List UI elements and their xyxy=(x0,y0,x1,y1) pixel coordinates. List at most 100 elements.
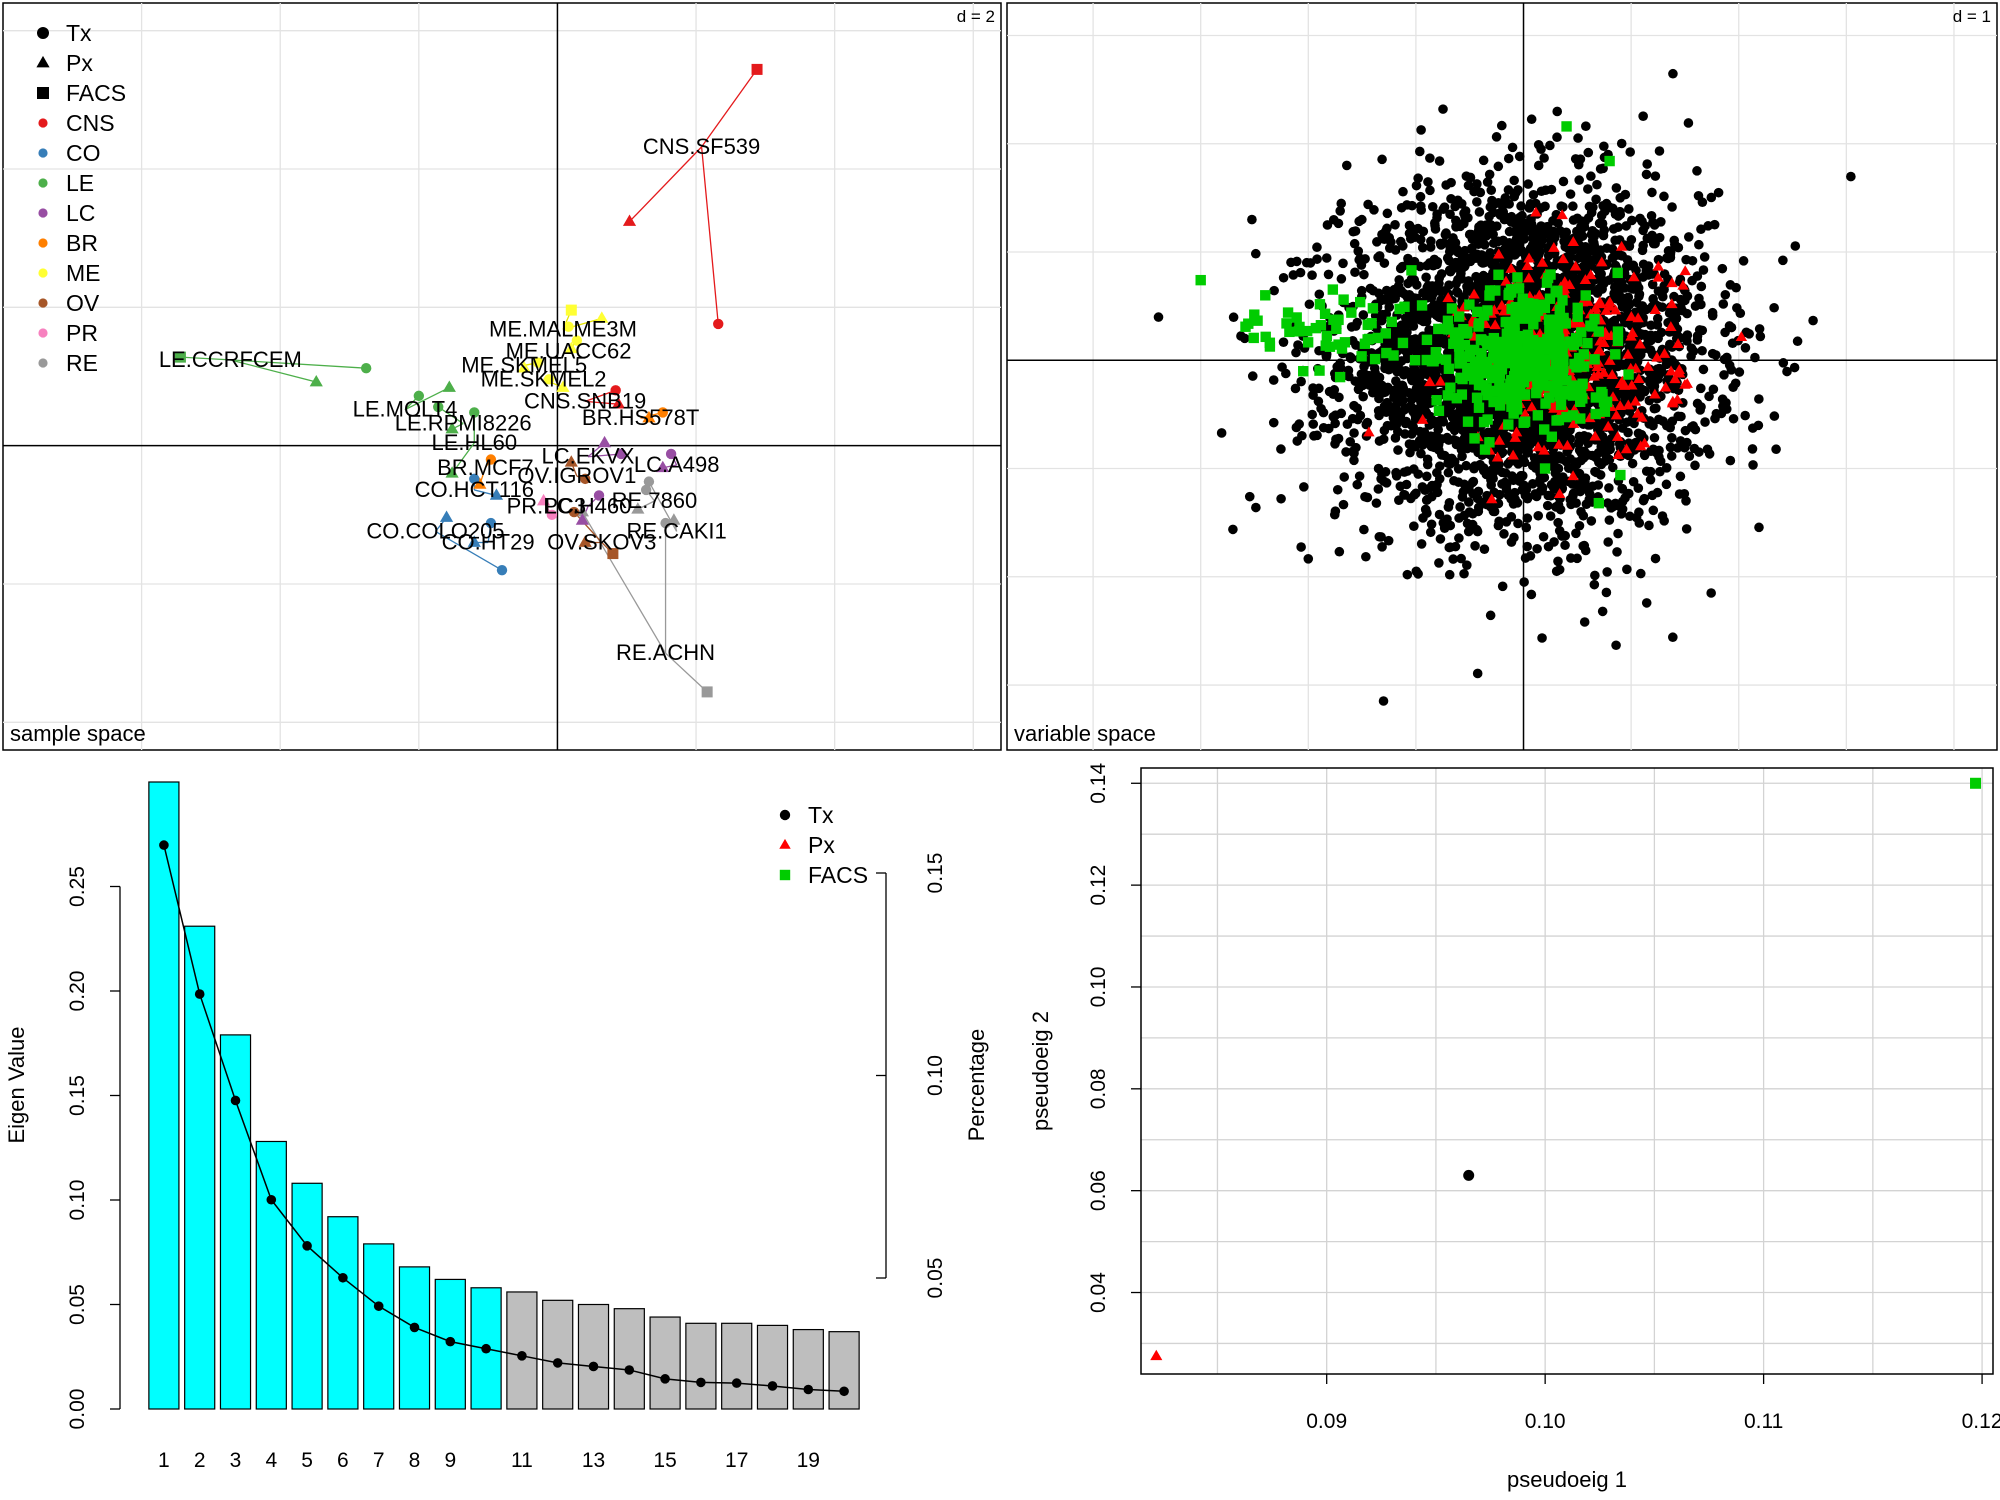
variable-tx-point xyxy=(1573,253,1583,264)
variable-facs-point xyxy=(1551,415,1562,426)
variable-facs-point xyxy=(1333,314,1344,326)
variable-tx-point xyxy=(1485,467,1496,477)
variable-facs-point xyxy=(1451,393,1463,404)
variable-tx-point xyxy=(1653,254,1664,265)
variable-tx-point xyxy=(1587,450,1598,461)
sample-link xyxy=(665,652,708,693)
variable-facs-point xyxy=(1599,406,1611,417)
variable-facs-point xyxy=(1557,340,1568,352)
variable-tx-point xyxy=(1674,489,1685,499)
variable-tx-point xyxy=(1607,244,1618,254)
variable-tx-point xyxy=(1411,280,1422,290)
sample-tx-point xyxy=(571,335,583,346)
variable-tx-point xyxy=(1698,265,1709,275)
sample-tx-point xyxy=(469,473,480,485)
variable-tx-point xyxy=(1568,488,1579,499)
legend-pr-icon xyxy=(38,328,48,338)
variable-tx-point xyxy=(1426,519,1437,530)
variable-tx-point xyxy=(1384,302,1395,312)
variable-px-point xyxy=(1523,252,1535,263)
variable-tx-point xyxy=(1675,471,1686,482)
eigenvalue-x-tick-label: 11 xyxy=(511,1449,533,1472)
variable-tx-point xyxy=(1406,369,1417,379)
variable-tx-point xyxy=(1505,238,1516,249)
variable-tx-point xyxy=(1398,186,1408,197)
variable-facs-point xyxy=(1494,375,1505,387)
sample-tx-point xyxy=(485,454,497,465)
variable-tx-point xyxy=(1509,175,1519,186)
variable-facs-point xyxy=(1544,293,1556,304)
eigenvalue-bar-5 xyxy=(291,1182,323,1410)
variable-tx-point xyxy=(1537,633,1547,643)
variable-tx-point xyxy=(1734,367,1745,377)
variable-facs-point xyxy=(1496,349,1507,360)
variable-space-panel: d = 1 variable space xyxy=(1006,2,1998,751)
variable-px-point xyxy=(1649,304,1661,314)
variable-px-point xyxy=(1468,288,1480,299)
percentage-point xyxy=(302,1241,312,1251)
sample-px-point xyxy=(622,214,637,226)
variable-tx-point xyxy=(1462,286,1473,296)
variable-tx-point xyxy=(1653,286,1664,296)
variable-tx-point xyxy=(1334,392,1344,403)
variable-tx-point xyxy=(1349,400,1359,411)
variable-tx-point xyxy=(1725,455,1736,466)
variable-facs-point xyxy=(1243,318,1254,329)
variable-tx-point xyxy=(1522,513,1533,523)
variable-tx-point xyxy=(1538,531,1549,542)
sample-label: LE.CCRFCEM xyxy=(159,347,302,372)
variable-tx-point xyxy=(1303,553,1314,564)
variable-tx-point xyxy=(1390,433,1401,443)
variable-tx-point xyxy=(1514,151,1525,162)
variable-tx-point xyxy=(1601,587,1612,598)
variable-tx-point xyxy=(1565,189,1576,199)
variable-px-point xyxy=(1434,375,1447,386)
variable-tx-point xyxy=(1697,345,1707,356)
variable-tx-point xyxy=(1313,396,1324,407)
variable-facs-point xyxy=(1533,342,1544,353)
variable-facs-point xyxy=(1473,321,1484,332)
variable-facs-point xyxy=(1528,298,1539,310)
sample-tx-point xyxy=(657,407,668,418)
percentage-axis-tick-label: 0.15 xyxy=(924,853,947,894)
variable-facs-point xyxy=(1525,357,1537,368)
variable-tx-point xyxy=(1456,553,1466,564)
variable-tx-point xyxy=(1622,564,1632,575)
variable-tx-point xyxy=(1615,206,1625,217)
sample-px-point xyxy=(597,435,612,448)
variable-tx-point xyxy=(1667,433,1677,443)
variable-tx-point xyxy=(1625,147,1636,157)
variable-px-point xyxy=(1651,351,1663,362)
variable-px-point xyxy=(1567,417,1580,428)
variable-tx-point xyxy=(1494,516,1504,527)
variable-facs-point xyxy=(1512,272,1523,283)
variable-facs-point xyxy=(1589,354,1600,365)
variable-tx-point xyxy=(1436,240,1446,250)
variable-tx-point xyxy=(1318,407,1329,418)
variable-tx-point xyxy=(1692,331,1703,341)
variable-px-point xyxy=(1507,449,1519,460)
variable-facs-point xyxy=(1503,340,1515,351)
variable-tx-point xyxy=(1363,199,1373,210)
variable-tx-point xyxy=(1649,403,1660,414)
variable-tx-point xyxy=(1641,466,1652,477)
variable-px-point xyxy=(1669,373,1681,384)
variable-facs-point xyxy=(1446,303,1458,314)
variable-px-point xyxy=(1523,272,1535,283)
variable-tx-point xyxy=(1395,263,1406,274)
variable-tx-point xyxy=(1291,422,1302,433)
variable-tx-point xyxy=(1472,197,1482,207)
variable-px-point xyxy=(1538,444,1550,455)
variable-tx-point xyxy=(1416,125,1426,135)
variable-tx-point xyxy=(1624,204,1634,214)
variable-tx-point xyxy=(1466,442,1477,453)
variable-tx-point xyxy=(1707,310,1718,321)
variable-tx-point xyxy=(1613,528,1623,539)
variable-tx-point xyxy=(1382,208,1393,219)
eigenvalue-x-tick-label: 17 xyxy=(725,1449,748,1472)
variable-px-point xyxy=(1505,262,1517,273)
variable-tx-point xyxy=(1444,497,1455,508)
variable-tx-point xyxy=(1488,207,1498,218)
variable-tx-point xyxy=(1402,466,1413,476)
variable-facs-point xyxy=(1548,370,1559,381)
